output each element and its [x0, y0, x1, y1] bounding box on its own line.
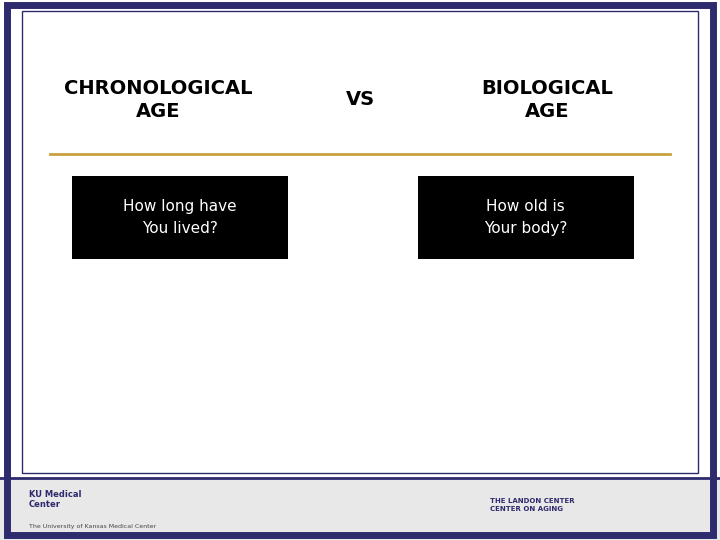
Text: CHRONOLOGICAL
AGE: CHRONOLOGICAL AGE [64, 79, 253, 121]
Text: How long have
You lived?: How long have You lived? [123, 199, 237, 236]
Text: KU Medical
Center: KU Medical Center [29, 490, 81, 509]
Text: How old is
Your body?: How old is Your body? [484, 199, 567, 236]
FancyBboxPatch shape [22, 11, 698, 472]
Text: The University of Kansas Medical Center: The University of Kansas Medical Center [29, 524, 156, 529]
Text: VS: VS [346, 90, 374, 110]
FancyBboxPatch shape [418, 176, 634, 259]
FancyBboxPatch shape [72, 176, 288, 259]
Text: BIOLOGICAL
AGE: BIOLOGICAL AGE [481, 79, 613, 121]
Bar [0, 478, 720, 540]
Text: THE LANDON CENTER
CENTER ON AGING: THE LANDON CENTER CENTER ON AGING [490, 498, 575, 512]
